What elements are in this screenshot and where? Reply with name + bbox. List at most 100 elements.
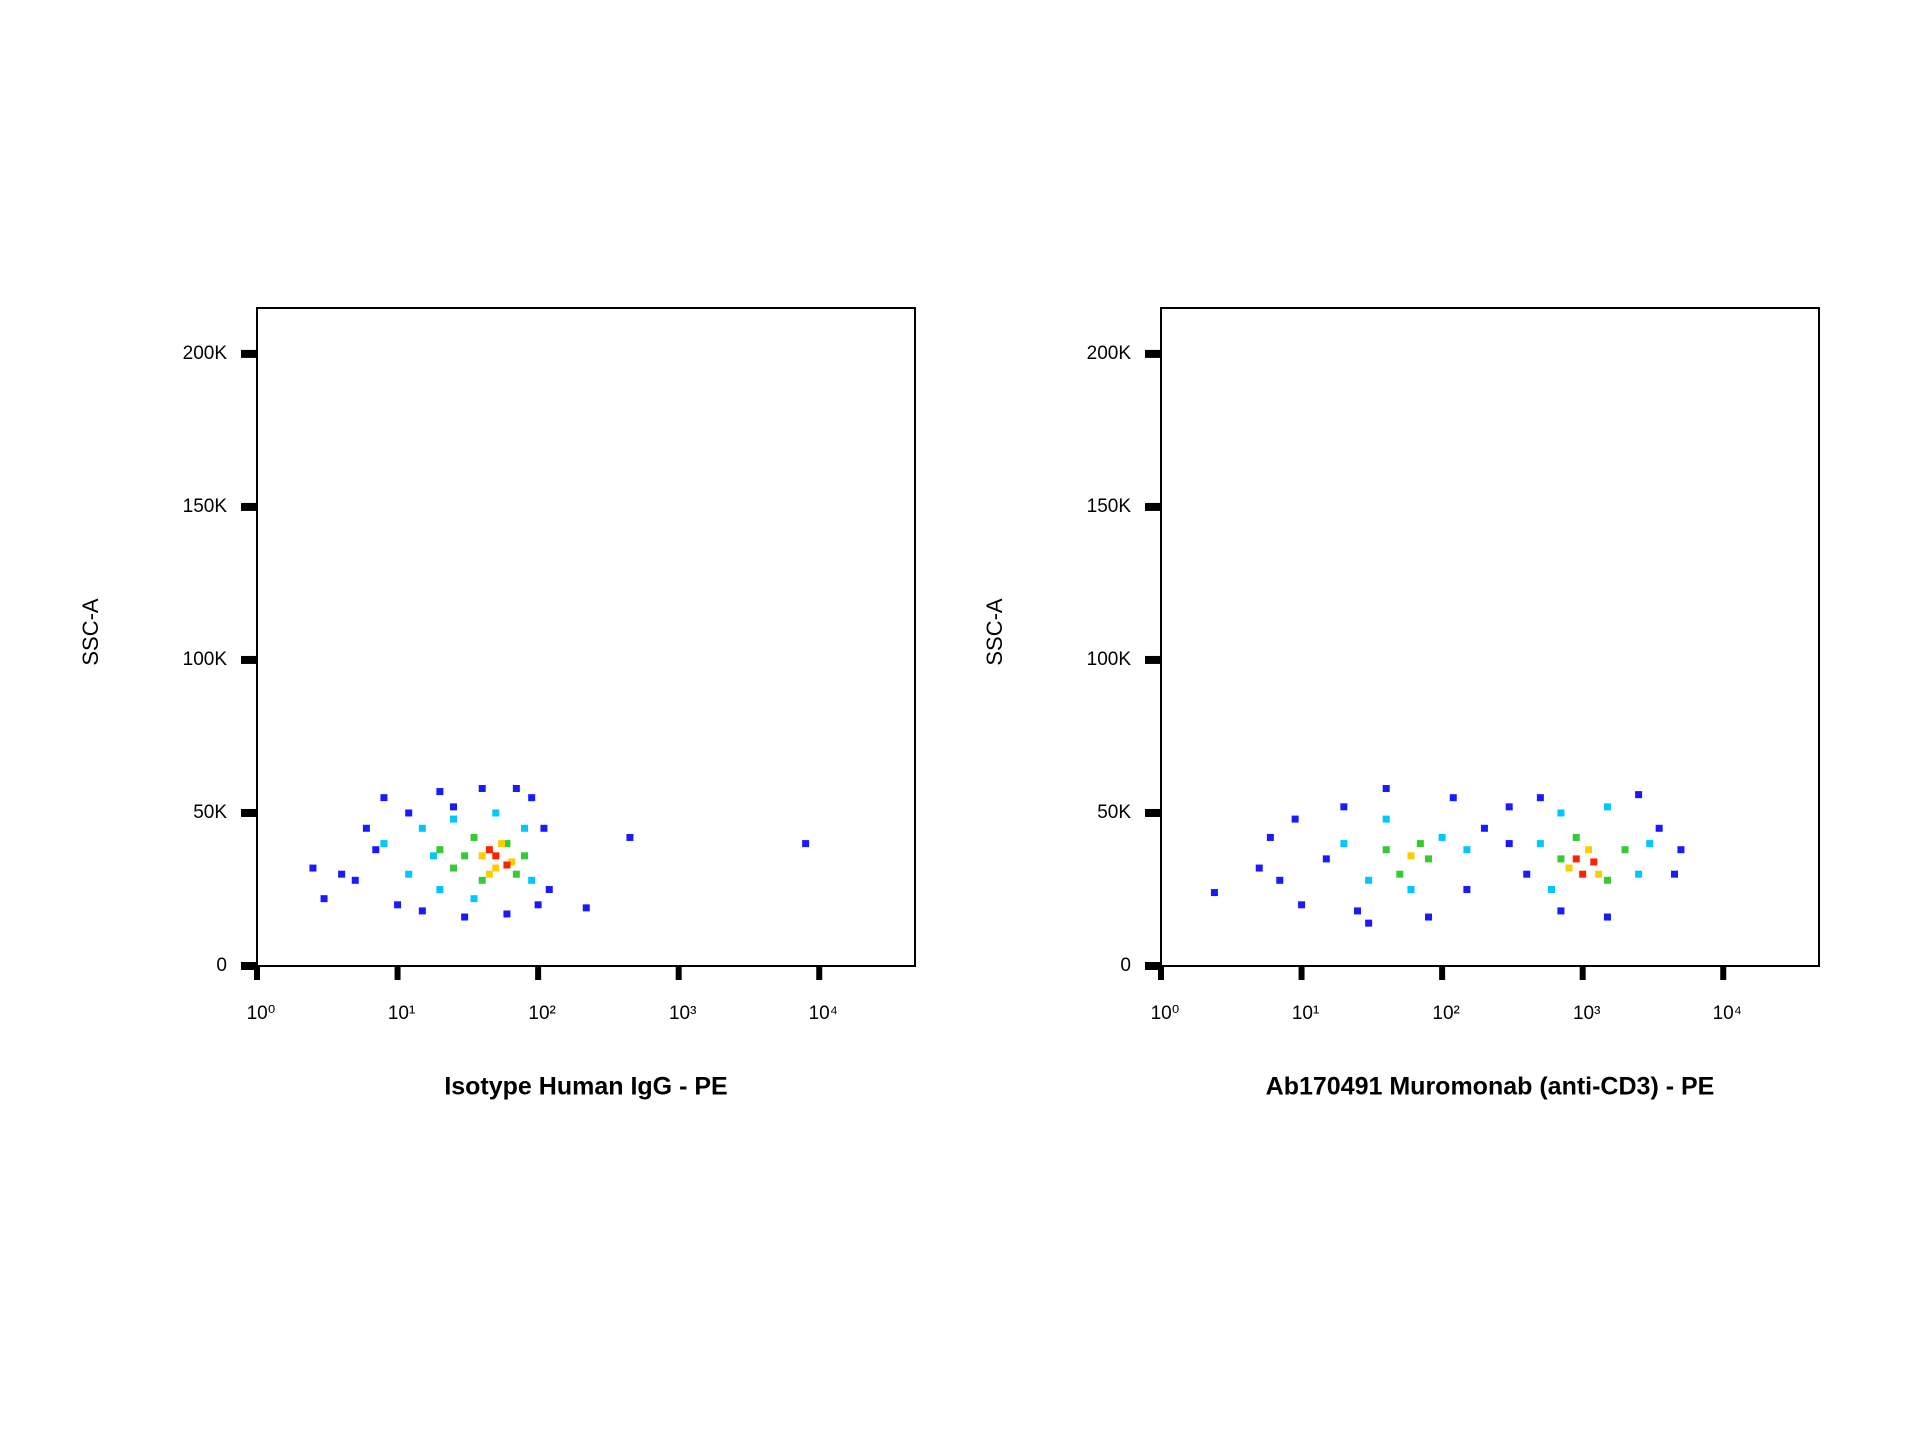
event-dot bbox=[1322, 855, 1330, 863]
event-dot bbox=[1505, 840, 1513, 848]
event-dot bbox=[1505, 803, 1513, 811]
event-dot bbox=[1365, 876, 1373, 884]
event-dot bbox=[429, 852, 437, 860]
x-tick bbox=[675, 966, 682, 980]
event-dot bbox=[478, 876, 486, 884]
event-dot bbox=[436, 885, 444, 893]
event-dot bbox=[1670, 870, 1678, 878]
event-dot bbox=[1291, 815, 1299, 823]
event-dot bbox=[540, 824, 548, 832]
event-dot bbox=[1677, 846, 1685, 854]
event-dot bbox=[351, 876, 359, 884]
event-dot bbox=[1603, 913, 1611, 921]
event-dot bbox=[1340, 840, 1348, 848]
event-dot bbox=[498, 840, 506, 848]
event-dot bbox=[503, 840, 511, 848]
x-tick bbox=[394, 966, 401, 980]
event-dot bbox=[461, 913, 469, 921]
x-tick-label: 10¹ bbox=[1292, 1003, 1319, 1024]
x-axis-label: Isotype Human IgG - PE bbox=[444, 1073, 727, 1101]
x-tick bbox=[1158, 966, 1164, 980]
event-dot bbox=[503, 910, 511, 918]
event-dot bbox=[1536, 794, 1544, 802]
event-dot bbox=[1557, 907, 1565, 915]
x-tick-label: 10³ bbox=[1573, 1003, 1600, 1024]
event-dot bbox=[485, 870, 493, 878]
event-dot bbox=[1635, 870, 1643, 878]
event-dot bbox=[1557, 855, 1565, 863]
x-tick bbox=[1720, 966, 1727, 980]
event-dot bbox=[1396, 870, 1404, 878]
y-tick-label: 50K bbox=[193, 802, 227, 823]
event-dot bbox=[582, 904, 590, 912]
x-tick bbox=[1298, 966, 1305, 980]
event-dot bbox=[380, 794, 388, 802]
x-tick bbox=[816, 966, 823, 980]
event-dot bbox=[1266, 833, 1274, 841]
event-dot bbox=[1298, 901, 1306, 909]
event-dot bbox=[1425, 855, 1433, 863]
event-dot bbox=[1340, 803, 1348, 811]
x-tick bbox=[535, 966, 542, 980]
event-dot bbox=[503, 861, 511, 869]
event-dot bbox=[1646, 840, 1654, 848]
event-dot bbox=[449, 864, 457, 872]
event-dot bbox=[1276, 876, 1284, 884]
y-tick-label: 200K bbox=[1087, 343, 1132, 364]
x-tick bbox=[1579, 966, 1586, 980]
y-tick bbox=[241, 808, 257, 817]
y-tick-label: 100K bbox=[183, 649, 228, 670]
y-tick-label: 100K bbox=[1087, 649, 1132, 670]
event-dot bbox=[492, 809, 500, 817]
y-tick bbox=[1145, 349, 1161, 358]
event-dot bbox=[470, 895, 478, 903]
y-tick bbox=[1145, 655, 1161, 664]
y-axis-label: SSC-A bbox=[982, 598, 1007, 666]
y-tick bbox=[241, 962, 257, 970]
x-tick-label: 10² bbox=[528, 1003, 555, 1024]
y-tick bbox=[1145, 808, 1161, 817]
y-tick-label: 200K bbox=[183, 343, 228, 364]
event-dot bbox=[521, 824, 529, 832]
x-tick-label: 10⁴ bbox=[809, 1003, 838, 1024]
event-dot bbox=[436, 788, 444, 796]
event-dot bbox=[1382, 846, 1390, 854]
event-dot bbox=[528, 794, 536, 802]
event-dot bbox=[528, 876, 536, 884]
y-axis-label: SSC-A bbox=[78, 598, 103, 666]
event-dot bbox=[1536, 840, 1544, 848]
event-dot bbox=[1353, 907, 1361, 915]
event-dot bbox=[1382, 784, 1390, 792]
event-dot bbox=[1210, 889, 1218, 897]
y-tick-label: 150K bbox=[1087, 496, 1132, 517]
event-dot bbox=[1635, 791, 1643, 799]
x-tick bbox=[1439, 966, 1446, 980]
y-tick bbox=[241, 502, 257, 511]
x-tick-label: 10⁰ bbox=[247, 1003, 276, 1024]
event-dot bbox=[418, 824, 426, 832]
event-dot bbox=[320, 895, 328, 903]
event-dot bbox=[1438, 833, 1446, 841]
x-tick-label: 10⁴ bbox=[1713, 1003, 1742, 1024]
event-dot bbox=[1595, 870, 1603, 878]
plot-frame bbox=[256, 307, 916, 967]
event-dot bbox=[309, 864, 317, 872]
event-dot bbox=[1463, 846, 1471, 854]
event-dot bbox=[1579, 870, 1587, 878]
event-dot bbox=[1463, 885, 1471, 893]
event-dot bbox=[394, 901, 402, 909]
event-dot bbox=[512, 784, 520, 792]
event-dot bbox=[1572, 855, 1580, 863]
x-tick-label: 10⁰ bbox=[1151, 1003, 1180, 1024]
x-tick-label: 10² bbox=[1432, 1003, 1459, 1024]
event-dot bbox=[1621, 846, 1629, 854]
event-dot bbox=[485, 846, 493, 854]
event-dot bbox=[470, 833, 478, 841]
event-dot bbox=[1565, 864, 1573, 872]
plot-panel: 10⁰ 10¹ 10² 10³ 10⁴ 0 50K 100K 150K 200K Ab170491 … bbox=[982, 307, 1820, 1101]
event-dot bbox=[1449, 794, 1457, 802]
event-dot bbox=[1480, 824, 1488, 832]
x-tick-label: 10¹ bbox=[388, 1003, 415, 1024]
y-tick-label: 0 bbox=[1120, 955, 1131, 976]
event-dot bbox=[1255, 864, 1263, 872]
